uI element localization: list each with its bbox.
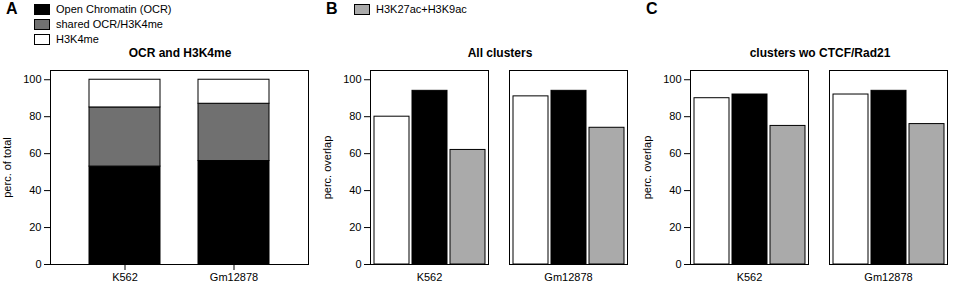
html-text:A: A [6, 0, 18, 17]
svg-text:Gm12878: Gm12878 [864, 271, 912, 283]
html-text:shared OCR/H3K4me: shared OCR/H3K4me [56, 18, 163, 30]
svg-text:80: 80 [349, 110, 361, 122]
svg-text:perc. overlap: perc. overlap [641, 136, 653, 200]
svg-text:perc. overlap: perc. overlap [321, 136, 333, 200]
svg-text:40: 40 [669, 184, 681, 196]
html-text:OCR and H3K4me: OCR and H3K4me [128, 46, 232, 60]
svg-text:100: 100 [23, 73, 41, 85]
svg-text:0: 0 [35, 258, 41, 270]
html-text:All clusters: All clusters [467, 46, 533, 60]
svg-text:0: 0 [355, 258, 361, 270]
html-text:Open Chromatin (OCR): Open Chromatin (OCR) [56, 3, 172, 15]
svg-text:0: 0 [675, 258, 681, 270]
html-text:C: C [646, 0, 658, 17]
svg-text:40: 40 [29, 184, 41, 196]
svg-text:60: 60 [29, 147, 41, 159]
svg-text:40: 40 [349, 184, 361, 196]
svg-text:20: 20 [29, 221, 41, 233]
html-text:H3K4me: H3K4me [56, 33, 99, 45]
svg-text:20: 20 [349, 221, 361, 233]
svg-text:60: 60 [669, 147, 681, 159]
svg-text:60: 60 [349, 147, 361, 159]
svg-text:Gm12878: Gm12878 [544, 271, 592, 283]
svg-text:20: 20 [669, 221, 681, 233]
html-text:B: B [326, 0, 338, 17]
svg-text:K562: K562 [417, 271, 443, 283]
svg-text:perc. of total: perc. of total [1, 137, 13, 198]
svg-text:100: 100 [663, 73, 681, 85]
html-text:clusters wo CTCF/Rad21: clusters wo CTCF/Rad21 [749, 46, 891, 60]
svg-text:80: 80 [669, 110, 681, 122]
svg-text:100: 100 [343, 73, 361, 85]
svg-text:K562: K562 [112, 271, 138, 283]
svg-text:80: 80 [29, 110, 41, 122]
html-text:H3K27ac+H3K9ac: H3K27ac+H3K9ac [376, 3, 467, 15]
svg-text:K562: K562 [737, 271, 763, 283]
svg-text:Gm12878: Gm12878 [210, 271, 258, 283]
